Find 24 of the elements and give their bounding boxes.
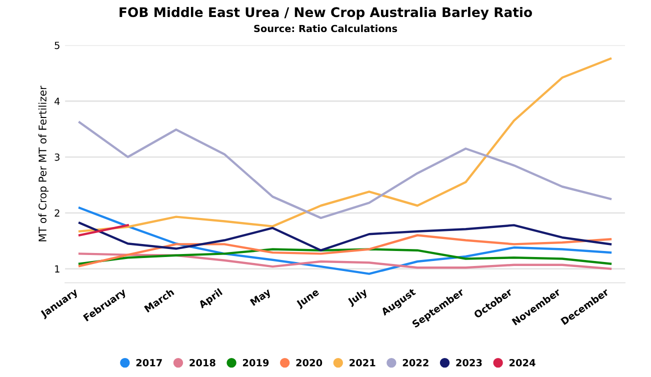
chart-subtitle: Source: Ratio Calculations (254, 24, 398, 32)
line-series (78, 58, 612, 232)
line-series (78, 248, 612, 265)
y-tick-label: 4 (54, 98, 60, 105)
legend-label: 2020 (296, 359, 322, 366)
legend-label: 2019 (242, 359, 269, 366)
y-tick-label: 2 (54, 209, 60, 217)
y-tick-label: 1 (55, 265, 60, 272)
line-series (78, 206, 612, 275)
y-axis-title: MT of Crop Per MT of Fertilizer (38, 86, 48, 242)
line-series (78, 121, 612, 220)
x-tick-label: May (250, 288, 272, 308)
legend-label: 2018 (190, 359, 216, 366)
line-series (78, 222, 612, 252)
chart-title: FOB Middle East Urea / New Crop Australia Barley Ratio (120, 6, 532, 20)
legend-label: 2017 (136, 359, 162, 366)
y-tick-label: 3 (54, 153, 60, 161)
legend-label: 2024 (510, 359, 536, 366)
y-tick-label: 5 (54, 42, 60, 50)
legend-label: 2022 (402, 359, 428, 366)
line-series (78, 234, 612, 268)
legend-label: 2023 (456, 359, 482, 366)
legend-label: 2021 (350, 359, 376, 366)
line-series (78, 252, 612, 270)
